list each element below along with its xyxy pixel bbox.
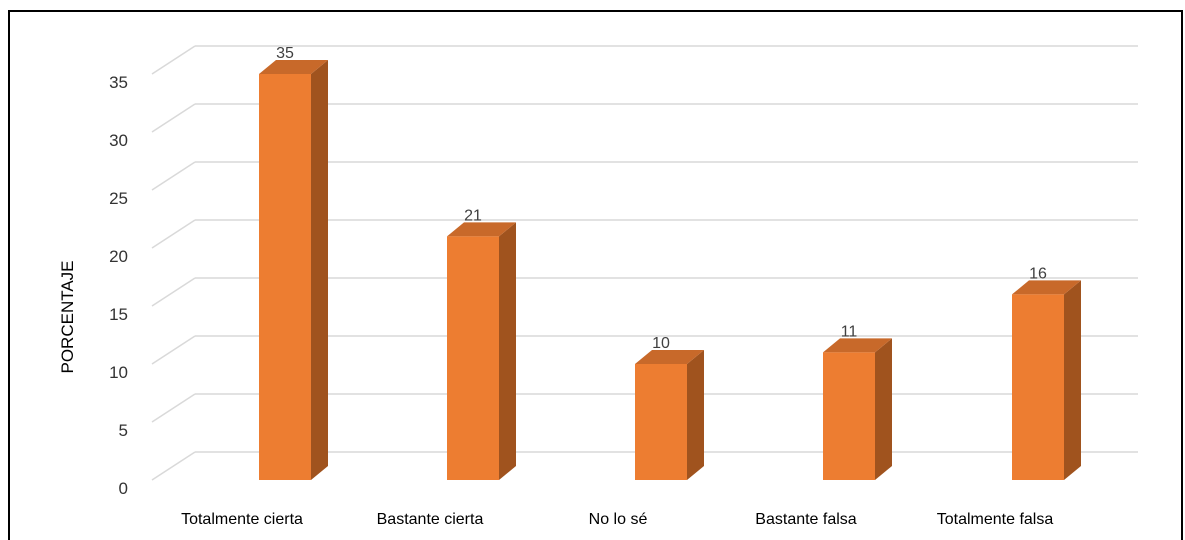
y-axis-title: PORCENTAJE bbox=[58, 260, 77, 373]
data-label: 35 bbox=[276, 45, 294, 62]
gridline-depth bbox=[151, 103, 196, 133]
bar-top bbox=[447, 222, 516, 237]
category-label: Totalmente falsa bbox=[937, 511, 1054, 528]
gridline-depth bbox=[151, 45, 196, 75]
y-tick-label: 10 bbox=[109, 363, 128, 382]
bar-top bbox=[823, 338, 892, 353]
bar bbox=[447, 222, 516, 480]
bar-top bbox=[635, 350, 704, 364]
bar-front bbox=[1012, 294, 1064, 480]
gridline-depth bbox=[151, 393, 196, 423]
y-tick-label: 20 bbox=[109, 247, 128, 266]
data-label: 11 bbox=[841, 323, 858, 340]
category-label: Totalmente cierta bbox=[181, 511, 303, 528]
y-tick-label: 30 bbox=[109, 131, 128, 150]
category-label: No lo sé bbox=[589, 511, 648, 528]
bar-side bbox=[1064, 280, 1081, 480]
bar-side bbox=[687, 350, 704, 480]
y-tick-label: 5 bbox=[119, 421, 128, 440]
y-axis-ticks: 0 5 10 15 20 25 30 35 bbox=[109, 73, 128, 498]
y-tick-label: 35 bbox=[109, 73, 128, 92]
category-label: Bastante cierta bbox=[377, 511, 484, 528]
x-axis-categories: Totalmente cierta Bastante cierta No lo sé… bbox=[181, 511, 1053, 528]
gridline-depth bbox=[151, 161, 196, 191]
data-label: 16 bbox=[1029, 265, 1047, 282]
gridline-depth bbox=[151, 335, 196, 365]
chart-frame bbox=[8, 10, 1183, 540]
bar-top bbox=[259, 60, 328, 74]
bar bbox=[823, 338, 892, 480]
bar-side bbox=[311, 60, 328, 480]
bar-front bbox=[635, 364, 687, 480]
bars bbox=[259, 60, 1081, 480]
bar-side bbox=[499, 222, 516, 480]
data-label: 10 bbox=[652, 335, 670, 352]
gridline-depth bbox=[151, 219, 196, 249]
bar bbox=[635, 350, 704, 480]
y-tick-label: 15 bbox=[109, 305, 128, 324]
data-label: 21 bbox=[464, 207, 482, 224]
y-tick-label: 0 bbox=[119, 479, 128, 498]
bar-front bbox=[259, 74, 311, 480]
gridlines bbox=[151, 45, 1138, 481]
bar bbox=[1012, 280, 1081, 480]
gridline-depth bbox=[151, 277, 196, 307]
bar-front bbox=[447, 236, 499, 480]
bar-side bbox=[875, 338, 892, 480]
data-labels: 35 21 10 11 16 bbox=[276, 45, 1047, 352]
category-label: Bastante falsa bbox=[755, 511, 857, 528]
bar-top bbox=[1012, 280, 1081, 295]
gridline-depth bbox=[151, 451, 196, 481]
y-tick-label: 25 bbox=[109, 189, 128, 208]
bar bbox=[259, 60, 328, 480]
bar-front bbox=[823, 352, 875, 480]
